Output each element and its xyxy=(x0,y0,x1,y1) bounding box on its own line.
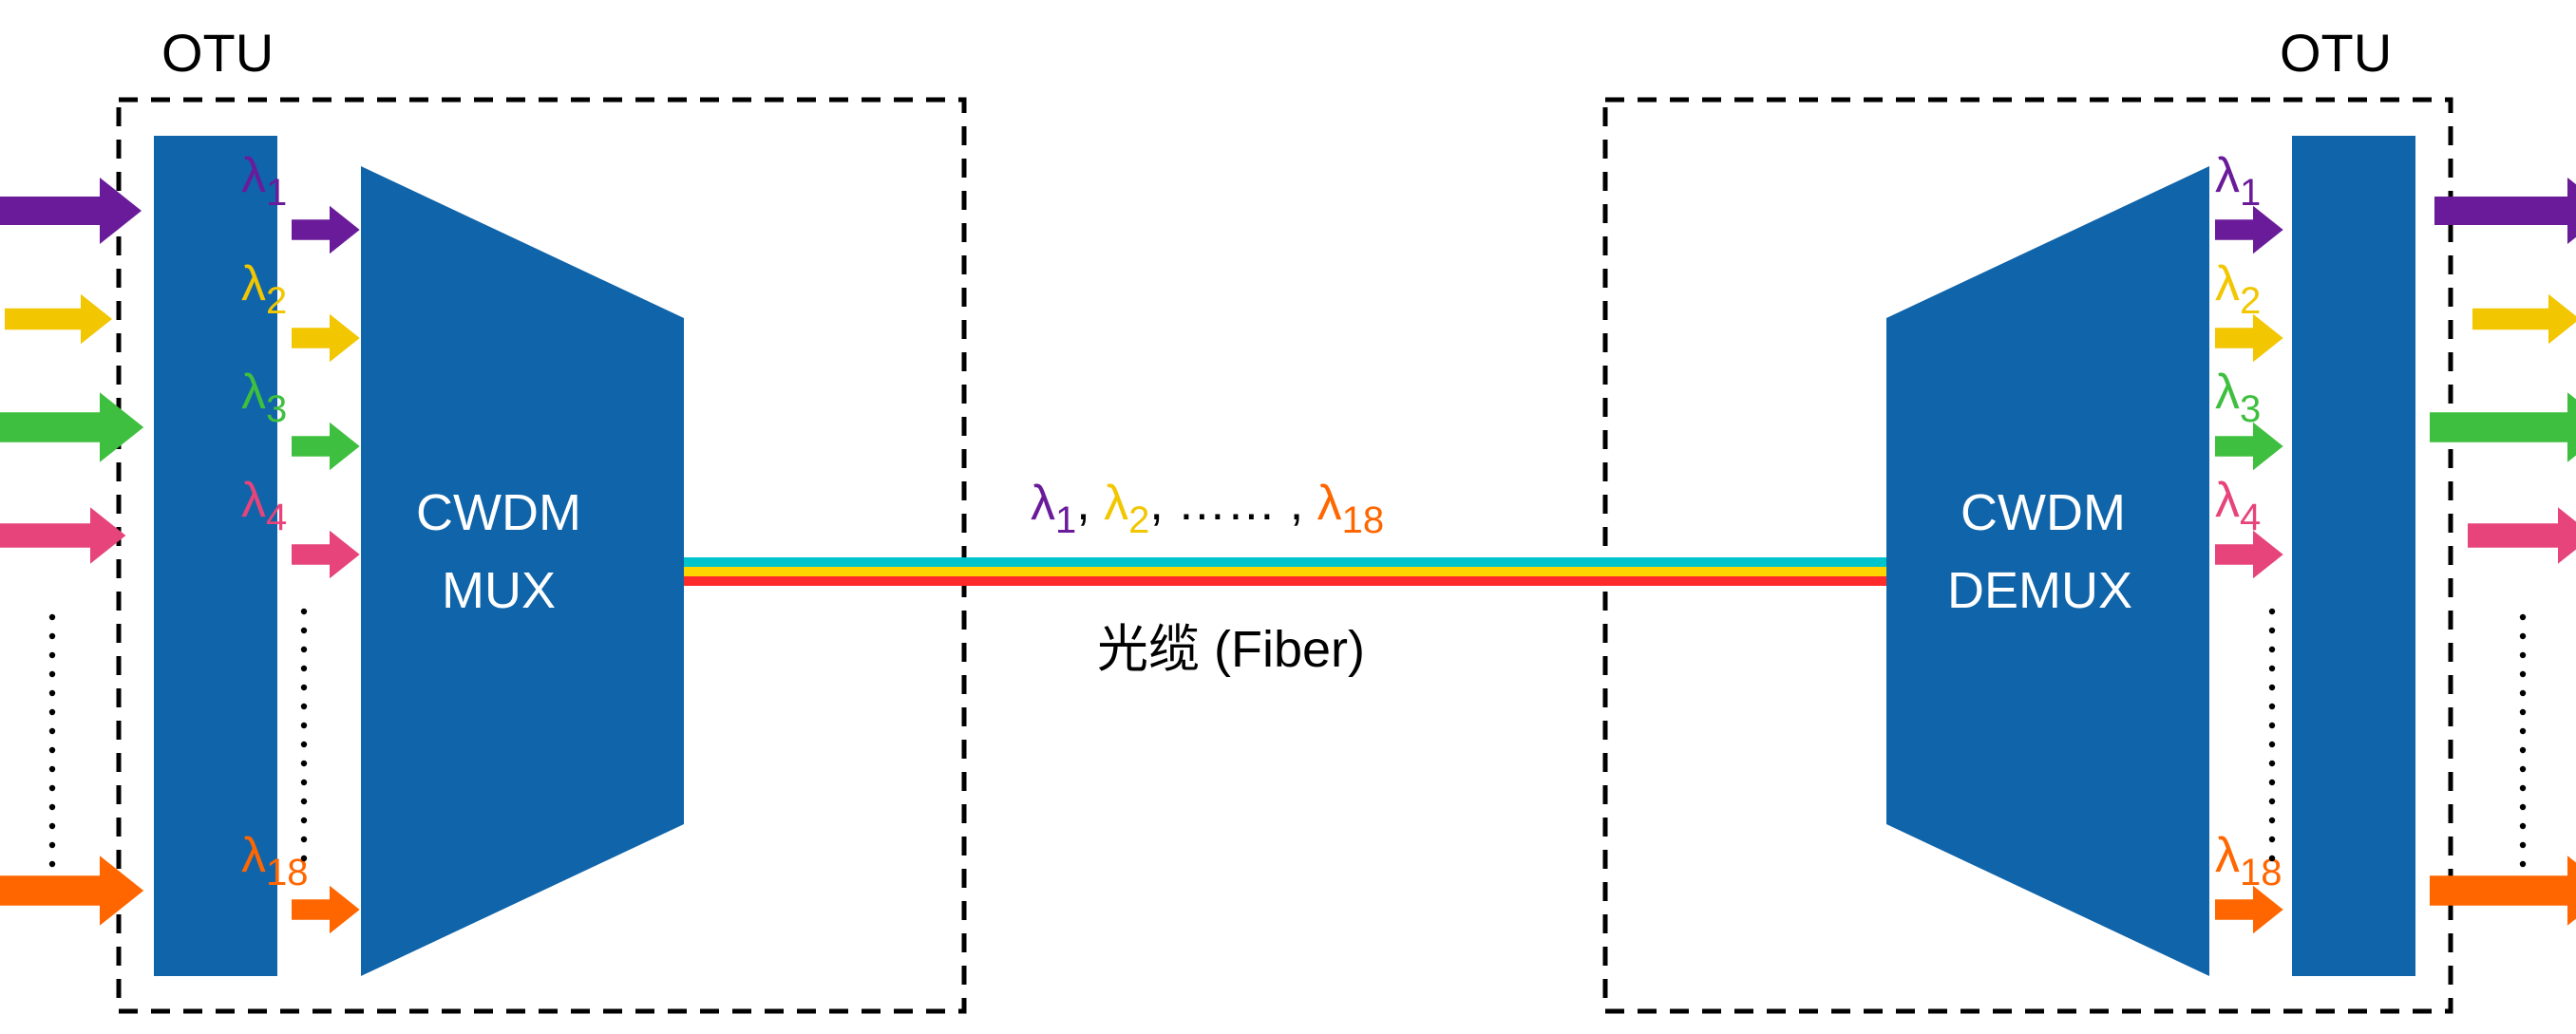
arrow xyxy=(292,314,360,362)
arrow xyxy=(5,294,112,345)
arrow xyxy=(292,423,360,470)
arrow xyxy=(2472,294,2576,345)
demux-label-1: CWDM xyxy=(1960,484,2126,541)
arrow xyxy=(2468,507,2576,564)
mux-label-2: MUX xyxy=(442,562,556,619)
svg-text:λ3: λ3 xyxy=(2215,365,2261,430)
arrow xyxy=(292,531,360,578)
mux-label-1: CWDM xyxy=(416,484,581,541)
otu-bar-right xyxy=(2292,136,2415,976)
otu-label-left: OTU xyxy=(161,23,274,83)
demux-label-2: DEMUX xyxy=(1947,562,2132,619)
svg-text:λ4: λ4 xyxy=(2215,473,2261,538)
arrow xyxy=(292,206,360,254)
svg-text:λ2: λ2 xyxy=(2215,256,2261,322)
arrow xyxy=(2434,178,2576,244)
arrow xyxy=(0,392,143,462)
svg-text:λ1: λ1 xyxy=(2215,148,2261,214)
otu-label-right: OTU xyxy=(2280,23,2392,83)
fiber-lambda-list: λ1, λ2, …… , λ18 xyxy=(1031,476,1384,541)
fiber-label: 光缆 (Fiber) xyxy=(1097,621,1365,678)
arrow xyxy=(0,855,143,926)
arrow xyxy=(0,507,125,564)
